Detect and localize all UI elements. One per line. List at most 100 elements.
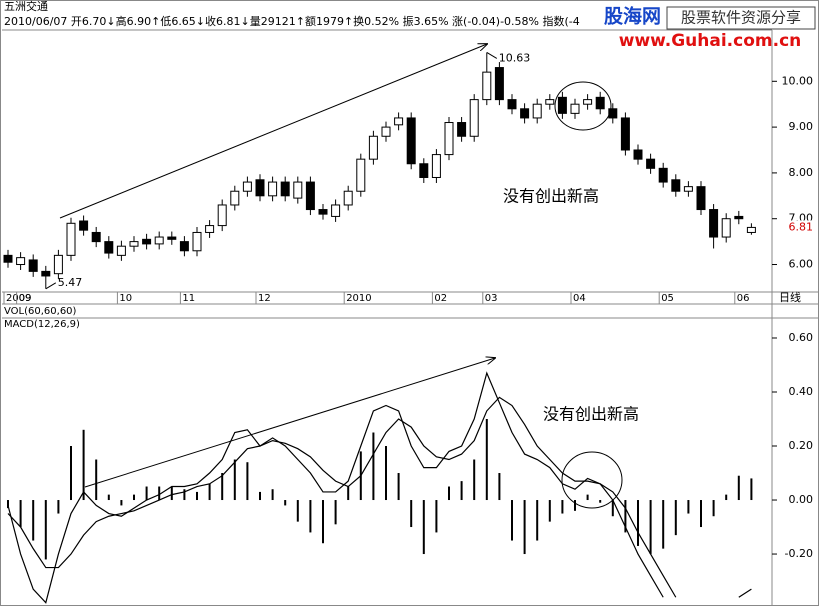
- candle-body: [179, 241, 189, 252]
- price-plot: [3, 52, 756, 289]
- candle-body: [507, 99, 517, 110]
- candle-body: [129, 241, 139, 247]
- macd-bar: [422, 500, 425, 555]
- candle-body: [205, 225, 215, 233]
- logo-bg: [600, 2, 818, 52]
- macd-bar: [296, 500, 299, 522]
- candle-body: [696, 186, 706, 211]
- macd-bar: [44, 500, 47, 560]
- x-tick-label: 02: [434, 293, 447, 304]
- macd-bar: [158, 486, 161, 501]
- logo-url: www.Guhai.com.cn: [619, 31, 802, 51]
- candle-body: [671, 179, 681, 192]
- trend-arrow: [84, 358, 495, 488]
- macd-bar: [309, 500, 312, 533]
- macd-bar: [485, 419, 488, 501]
- trend-arrow: [59, 44, 487, 219]
- candle-body: [457, 122, 467, 137]
- x-tick-label: 03: [485, 293, 498, 304]
- period-label: 日线: [779, 290, 801, 304]
- candle-body: [356, 158, 366, 192]
- info-line: 2010/06/07 开6.70↓高6.90↑低6.65↓收6.81↓量2912…: [4, 14, 580, 28]
- candle-body: [343, 190, 353, 206]
- macd-bar: [183, 489, 186, 501]
- candle-body: [520, 108, 530, 119]
- logo-box: [666, 6, 816, 30]
- macd-bar: [7, 500, 9, 509]
- candle-body: [709, 209, 719, 238]
- macd-bar: [725, 494, 728, 501]
- stock-name: 五洲交通: [4, 0, 48, 13]
- candle-body: [746, 226, 756, 233]
- candle-body: [268, 181, 278, 197]
- macd-plot: [7, 371, 753, 604]
- macd-line: [8, 397, 751, 597]
- x-tick-label: 10: [119, 293, 132, 304]
- highlight-circle: [561, 451, 623, 509]
- macd-bar: [271, 489, 274, 501]
- candle-body: [16, 257, 26, 266]
- leader: [486, 52, 498, 59]
- logo-brand: 股海网: [604, 5, 661, 28]
- candle-body: [721, 218, 731, 238]
- candle-body: [331, 204, 341, 217]
- y-tick-label: -0.20: [785, 547, 813, 560]
- macd-bar: [95, 459, 98, 501]
- candle-body: [116, 245, 126, 256]
- annotation: 没有创出新高: [543, 405, 639, 424]
- candle-body: [280, 181, 290, 197]
- macd-bar: [233, 459, 236, 501]
- macd-bar: [57, 500, 60, 514]
- macd-bar: [284, 500, 287, 506]
- macd-bar: [649, 500, 652, 555]
- candle-body: [620, 117, 630, 151]
- indicator-label: MACD(12,26,9): [4, 319, 80, 330]
- candle-body: [482, 71, 492, 101]
- candle-body: [394, 117, 404, 126]
- macd-bar: [120, 500, 123, 506]
- y-tick-label: 10.00: [782, 74, 814, 87]
- x-tick-label: 2010: [346, 293, 371, 304]
- macd-bar: [548, 500, 551, 522]
- candle-body: [41, 270, 51, 277]
- x-tick-label: 05: [661, 293, 674, 304]
- macd-bar: [700, 500, 702, 528]
- high-label: 10.63: [499, 51, 531, 64]
- candle-body: [91, 231, 101, 243]
- candle-body: [658, 167, 668, 183]
- macd-bar: [637, 500, 639, 546]
- macd-line: [7, 371, 752, 604]
- candle-body: [242, 181, 252, 192]
- candle-body: [545, 99, 555, 105]
- x-tick-label: 09: [19, 293, 32, 304]
- macd-bar: [750, 478, 753, 501]
- highlight-circle: [554, 81, 612, 131]
- macd-bar: [448, 486, 450, 501]
- candle-body: [368, 135, 378, 160]
- macd-bar: [385, 446, 387, 501]
- y-tick-label: 6.00: [789, 258, 814, 271]
- x-tick-label: 2009: [6, 293, 31, 304]
- macd-bar: [523, 500, 526, 555]
- last-price-bg: [778, 220, 816, 235]
- annotation: 没有创出新高: [503, 187, 599, 206]
- candle-body: [230, 190, 240, 206]
- macd-bar: [511, 500, 513, 541]
- macd-bar: [498, 473, 501, 501]
- candle-body: [66, 222, 76, 256]
- y-tick-label: 0.40: [789, 385, 814, 398]
- macd-bar: [372, 432, 375, 501]
- candle-body: [3, 254, 13, 263]
- low-label: 5.47: [58, 276, 83, 289]
- x-tick-label: 04: [573, 293, 586, 304]
- candle-body: [217, 204, 227, 227]
- candle-body: [419, 163, 429, 178]
- y-tick-label: 0.20: [789, 439, 814, 452]
- candle-body: [318, 209, 328, 215]
- y-tick-label: 9.00: [789, 120, 814, 133]
- x-tick-label: 06: [737, 293, 750, 304]
- macd-bar: [107, 494, 110, 501]
